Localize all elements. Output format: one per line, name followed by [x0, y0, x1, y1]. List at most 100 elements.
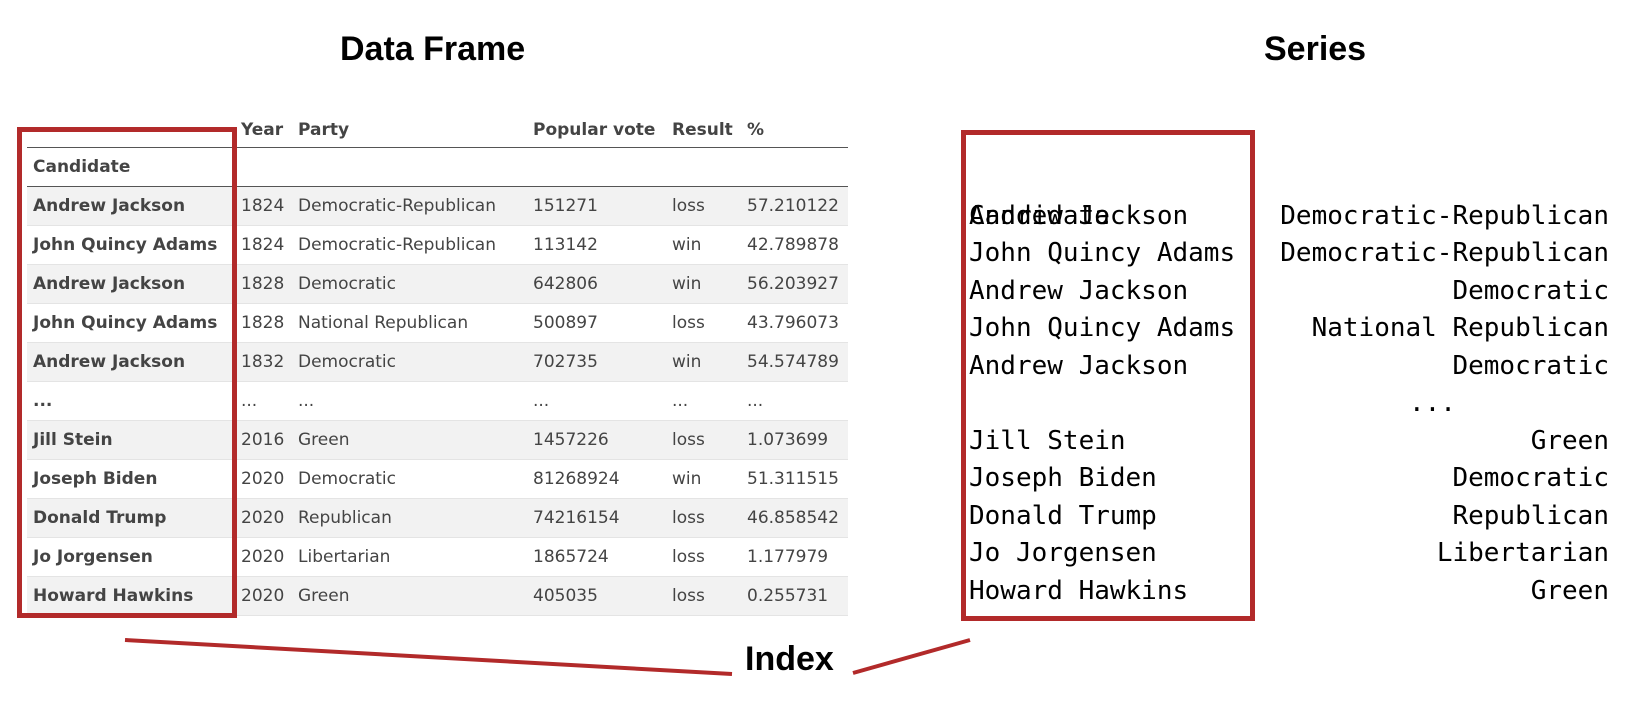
row-result: loss: [672, 313, 705, 333]
series-index-value: Andrew Jackson: [969, 350, 1189, 381]
series-row: Jill Stein Green: [969, 423, 1609, 461]
row-result: win: [672, 352, 702, 372]
column-header-party: Party: [298, 120, 350, 140]
row-popular-vote: 1865724: [533, 547, 609, 567]
row-popular-vote: 702735: [533, 352, 598, 372]
row-popular-vote: ...: [533, 391, 550, 411]
row-candidate: Jill Stein: [33, 430, 113, 450]
row-party: Green: [298, 430, 350, 450]
column-header-year: Year: [241, 120, 284, 140]
series-index-value: Howard Hawkins: [969, 575, 1189, 606]
row-result: loss: [672, 196, 705, 216]
row-popular-vote: 74216154: [533, 508, 620, 528]
row-popular-vote: 151271: [533, 196, 598, 216]
series-value: Republican: [1452, 500, 1609, 531]
row-party: National Republican: [298, 313, 469, 333]
row-candidate: Andrew Jackson: [33, 352, 186, 372]
row-year: 2020: [241, 469, 285, 489]
data-frame-index-highlight: [17, 127, 237, 618]
row-percent: 51.311515: [747, 469, 839, 489]
series-listing: Candidate Andrew Jackson Democratic-Repub…: [969, 160, 1609, 610]
row-year: 1828: [241, 313, 285, 333]
row-party: Democratic-Republican: [298, 196, 496, 216]
row-year: 1828: [241, 274, 285, 294]
row-year: 2020: [241, 508, 285, 528]
series-row: John Quincy Adams Democratic-Republican: [969, 235, 1609, 273]
series-index-value: Jo Jorgensen: [969, 538, 1157, 568]
row-year: 2020: [241, 547, 285, 567]
series-value: Libertarian: [1436, 538, 1609, 568]
row-percent: 0.255731: [747, 586, 829, 606]
row-year: ...: [241, 391, 258, 411]
series-row: Andrew Jackson Democratic-Republican: [969, 198, 1609, 236]
index-label: Index: [745, 640, 834, 678]
row-popular-vote: 1457226: [533, 430, 609, 450]
series-row: Joseph Biden Democratic: [969, 460, 1609, 498]
row-popular-vote: 405035: [533, 586, 598, 606]
row-party: Democratic-Republican: [298, 235, 496, 255]
row-candidate: ...: [33, 391, 53, 411]
series-index-value: Joseph Biden: [969, 463, 1157, 493]
connector-line-left: [124, 638, 733, 676]
row-year: 2016: [241, 430, 285, 450]
row-percent: 46.858542: [747, 508, 839, 528]
row-year: 1832: [241, 352, 285, 372]
series-value: Democratic-Republican: [1280, 238, 1609, 268]
series-row: Andrew Jackson Democratic: [969, 273, 1609, 311]
row-candidate: Donald Trump: [33, 508, 167, 528]
series-value: Democratic: [1452, 275, 1609, 306]
row-popular-vote: 113142: [533, 235, 598, 255]
row-candidate: Howard Hawkins: [33, 586, 194, 606]
table-row: John Quincy Adams 1828 National Republican…: [27, 304, 848, 343]
table-row: Andrew Jackson 1832 Democratic 702735 win 54.…: [27, 343, 848, 382]
index-name-row: Candidate: [27, 148, 848, 187]
series-value: Green: [1530, 575, 1609, 606]
row-percent: 57.210122: [747, 196, 839, 216]
table-row: Howard Hawkins 2020 Green 405035 loss 0.25573…: [27, 577, 848, 616]
row-party: Democratic: [298, 352, 396, 372]
row-result: win: [672, 235, 702, 255]
series-value: Green: [1530, 425, 1609, 456]
series-value: Democratic: [1452, 463, 1609, 493]
row-percent: 56.203927: [747, 274, 839, 294]
series-index-name: Candidate: [969, 200, 1110, 231]
row-popular-vote: 500897: [533, 313, 598, 333]
series-value: National Republican: [1311, 313, 1609, 343]
table-row: ..................: [27, 382, 848, 421]
row-party: Republican: [298, 508, 392, 528]
row-candidate: Joseph Biden: [33, 469, 158, 489]
row-year: 2020: [241, 586, 285, 606]
table-row: Donald Trump 2020 Republican 74216154 loss 46…: [27, 499, 848, 538]
row-party: Democratic: [298, 469, 396, 489]
row-candidate: John Quincy Adams: [33, 313, 218, 333]
row-party: ...: [298, 391, 315, 411]
row-result: loss: [672, 547, 705, 567]
series-index-value: Jill Stein: [969, 425, 1126, 456]
data-frame-title: Data Frame: [340, 30, 526, 68]
table-row: Andrew Jackson 1828 Democratic 642806 win 56.…: [27, 265, 848, 304]
series-row: ...: [969, 385, 1609, 423]
row-year: 1824: [241, 196, 285, 216]
series-value: Democratic: [1452, 350, 1609, 381]
index-name-label: Candidate: [33, 157, 131, 177]
data-frame-table: Year Party Popular vote Result % Candida…: [27, 113, 848, 616]
column-header-popular-vote: Popular vote: [533, 120, 656, 140]
series-row: Howard Hawkins Green: [969, 573, 1609, 611]
row-percent: 43.796073: [747, 313, 839, 333]
table-row: John Quincy Adams 1824 Democratic-Republic…: [27, 226, 848, 265]
row-candidate: Andrew Jackson: [33, 274, 186, 294]
table-row: Jo Jorgensen 2020 Libertarian 1865724 loss 1.…: [27, 538, 848, 577]
table-row: Joseph Biden 2020 Democratic 81268924 win 51.…: [27, 460, 848, 499]
row-percent: 1.073699: [747, 430, 829, 450]
row-result: win: [672, 274, 702, 294]
row-result: loss: [672, 586, 705, 606]
row-candidate: Andrew Jackson: [33, 196, 186, 216]
series-index-value: John Quincy Adams: [969, 238, 1236, 268]
series-row: Andrew Jackson Democratic: [969, 348, 1609, 386]
series-index-value: Donald Trump: [969, 500, 1157, 531]
table-row: Jill Stein 2016 Green 1457226 loss 1.073699: [27, 421, 848, 460]
row-result: loss: [672, 508, 705, 528]
series-index-name-row: Candidate: [969, 160, 1609, 231]
column-header-result: Result: [672, 120, 733, 140]
